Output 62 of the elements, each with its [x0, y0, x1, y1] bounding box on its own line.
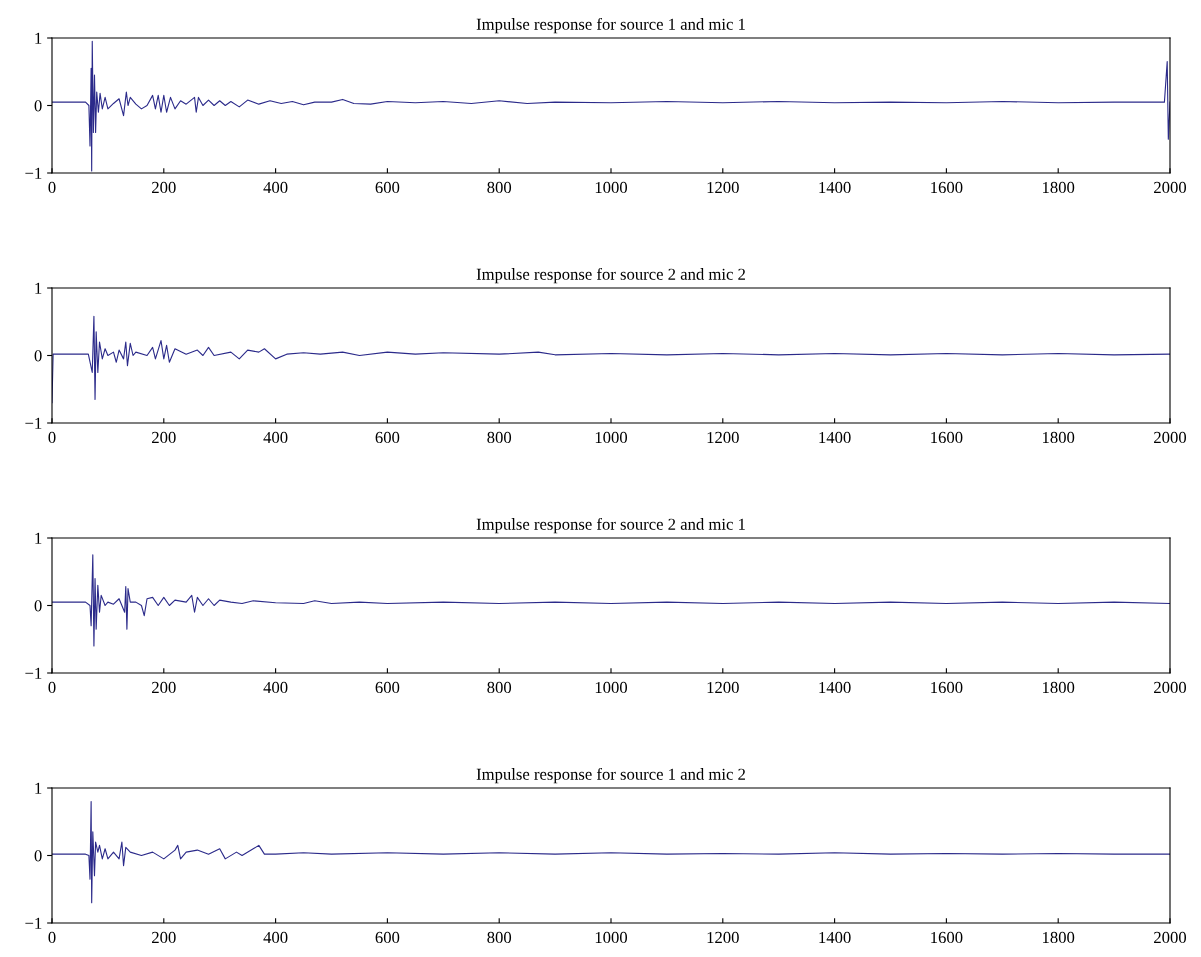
x-tick-label: 1800 — [1043, 181, 1075, 194]
x-tick-label: 1600 — [931, 681, 963, 694]
x-tick-label: 1600 — [931, 431, 963, 444]
x-tick-label: 1000 — [595, 681, 628, 694]
x-tick-label: 1600 — [931, 931, 963, 944]
chart-title: Impulse response for source 2 and mic 1 — [476, 517, 745, 534]
y-tick-label: −1 — [25, 167, 42, 179]
y-tick-label: 1 — [35, 282, 42, 294]
x-tick-label: 1000 — [595, 181, 628, 194]
x-tick-label: 1200 — [707, 681, 739, 694]
y-tick-label: −1 — [25, 917, 42, 929]
x-tick-label: 400 — [263, 931, 288, 944]
x-tick-label: 600 — [375, 931, 400, 944]
y-tick-label: −1 — [25, 667, 42, 679]
y-tick-label: 0 — [34, 600, 42, 612]
x-tick-label: 0 — [48, 931, 56, 944]
x-tick-label: 800 — [487, 431, 512, 444]
x-tick-label: 2000 — [1154, 931, 1187, 944]
y-tick-label: 1 — [35, 532, 42, 544]
y-tick-label: 0 — [34, 350, 42, 362]
x-tick-label: 200 — [152, 181, 176, 194]
x-tick-label: 1000 — [595, 931, 628, 944]
y-tick-label: 0 — [34, 850, 42, 862]
x-tick-label: 200 — [152, 931, 176, 944]
x-tick-label: 1400 — [819, 681, 851, 694]
x-tick-label: 600 — [375, 431, 400, 444]
chart-title: Impulse response for source 2 and mic 2 — [476, 267, 745, 284]
y-tick-label: 0 — [34, 100, 42, 112]
chart-title: Impulse response for source 1 and mic 2 — [476, 767, 745, 784]
x-tick-label: 800 — [487, 931, 512, 944]
x-tick-label: 1800 — [1043, 431, 1075, 444]
y-tick-label: −1 — [25, 417, 42, 429]
x-tick-label: 400 — [263, 431, 288, 444]
x-tick-label: 1600 — [931, 181, 963, 194]
x-tick-label: 200 — [152, 431, 176, 444]
x-tick-label: 0 — [48, 681, 56, 694]
x-tick-label: 2000 — [1154, 181, 1187, 194]
x-tick-label: 1200 — [707, 431, 739, 444]
x-tick-label: 800 — [487, 181, 512, 194]
x-tick-label: 2000 — [1154, 431, 1187, 444]
x-tick-label: 1400 — [819, 431, 851, 444]
x-tick-label: 200 — [152, 681, 176, 694]
line-series — [52, 800, 1170, 904]
x-tick-label: 1800 — [1043, 931, 1075, 944]
x-tick-label: 0 — [48, 431, 56, 444]
x-tick-label: 600 — [375, 681, 400, 694]
chart-title: Impulse response for source 1 and mic 1 — [476, 17, 745, 34]
y-tick-label: 1 — [35, 32, 42, 44]
x-tick-label: 600 — [375, 181, 400, 194]
x-tick-label: 1000 — [595, 431, 628, 444]
x-tick-label: 1400 — [819, 181, 851, 194]
x-tick-label: 400 — [263, 681, 288, 694]
x-tick-label: 1200 — [707, 931, 739, 944]
x-tick-label: 400 — [263, 181, 288, 194]
x-tick-label: 1400 — [819, 931, 851, 944]
y-tick-label: 1 — [35, 782, 42, 794]
line-series — [52, 554, 1170, 647]
x-tick-label: 1800 — [1043, 681, 1075, 694]
x-tick-label: 800 — [487, 681, 512, 694]
x-tick-label: 2000 — [1154, 681, 1187, 694]
x-tick-label: 0 — [48, 181, 56, 194]
x-tick-label: 1200 — [707, 181, 739, 194]
